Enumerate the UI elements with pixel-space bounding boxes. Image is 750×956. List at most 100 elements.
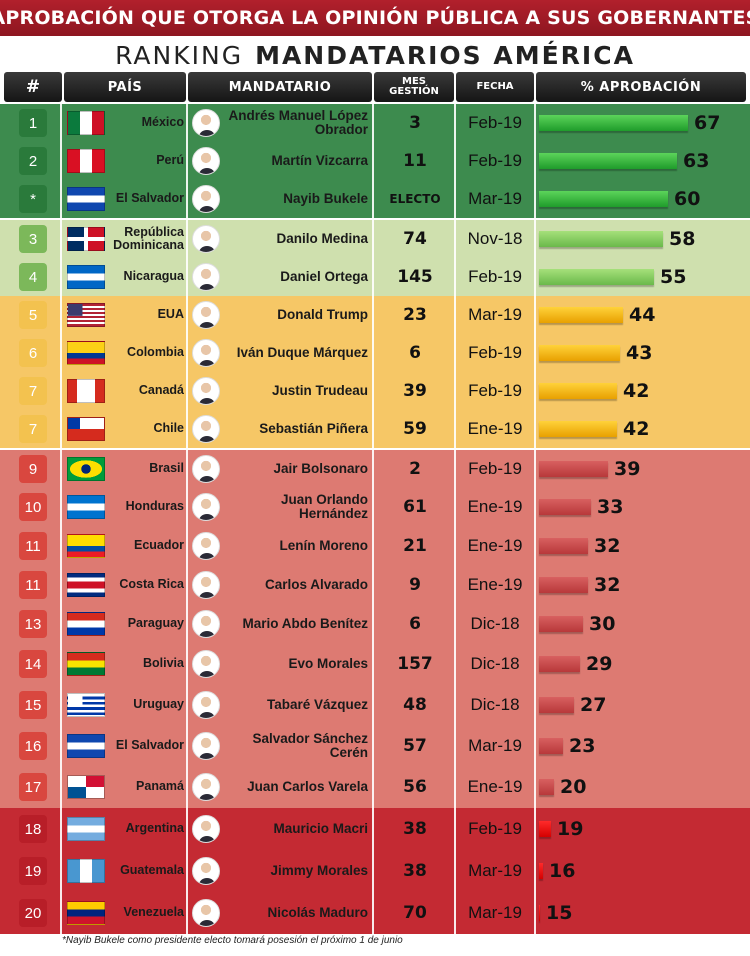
approval-bar — [539, 656, 580, 672]
leader-name: Jimmy Morales — [270, 862, 368, 878]
column-divider — [534, 296, 536, 334]
months-in-office: 48 — [403, 695, 427, 715]
country-name: Bolivia — [143, 656, 184, 671]
leader-name: Donald Trump — [277, 306, 368, 322]
column-divider — [60, 296, 62, 334]
survey-date: Dic-18 — [470, 614, 520, 633]
column-divider — [60, 104, 62, 142]
approval-value: 63 — [683, 150, 710, 172]
months-in-office: 6 — [409, 614, 421, 634]
column-divider — [454, 892, 456, 934]
approval-value: 39 — [614, 458, 641, 480]
approval-value: 16 — [549, 860, 576, 882]
column-divider — [186, 566, 188, 604]
leader-name: Juan Carlos Varela — [247, 778, 368, 794]
table-row: 10 Honduras Juan Orlando Hernández 61 Ene-19… — [0, 488, 750, 526]
leader-name: Andrés Manuel López Obrador — [228, 107, 368, 137]
column-divider — [186, 220, 188, 258]
column-divider — [534, 334, 536, 372]
column-divider — [454, 372, 456, 410]
column-divider — [372, 296, 374, 334]
leader-name: Mario Abdo Benítez — [242, 615, 368, 631]
approval-value: 15 — [546, 902, 573, 924]
country-name: Ecuador — [133, 538, 184, 553]
column-divider — [372, 766, 374, 808]
approval-bar — [539, 461, 608, 477]
table-row: 7 Chile Sebastián Piñera 59 Ene-19 42 — [0, 410, 750, 448]
column-divider — [534, 104, 536, 142]
column-divider — [454, 566, 456, 604]
column-divider — [372, 644, 374, 684]
leader-name: Tabaré Vázquez — [266, 696, 368, 712]
header-date: FECHA — [456, 72, 534, 102]
column-divider — [534, 142, 536, 180]
column-divider — [534, 644, 536, 684]
months-in-office: 2 — [409, 459, 421, 479]
leader-portrait-icon — [192, 815, 220, 843]
survey-date: Mar-19 — [468, 736, 522, 755]
country-name: EUA — [157, 307, 184, 322]
costa-rica-flag-icon — [67, 573, 105, 597]
table-header: # PAÍS MANDATARIO MES GESTIÓN FECHA % AP… — [0, 72, 750, 104]
column-divider — [454, 296, 456, 334]
months-in-office: 57 — [403, 736, 427, 756]
rank-badge: 17 — [19, 773, 47, 801]
approval-bar — [539, 616, 583, 632]
leader-portrait-icon — [192, 493, 220, 521]
paraguay-flag-icon — [67, 612, 105, 636]
column-divider — [186, 488, 188, 526]
survey-date: Ene-19 — [467, 419, 523, 438]
approval-value: 60 — [674, 188, 701, 210]
survey-date: Feb-19 — [468, 459, 522, 478]
leader-portrait-icon — [192, 455, 220, 483]
leader-portrait-icon — [192, 147, 220, 175]
months-in-office: 6 — [409, 343, 421, 363]
months-in-office: 157 — [397, 654, 433, 674]
leader-name: Juan Orlando Hernández — [280, 491, 368, 521]
column-divider — [454, 808, 456, 850]
table-row: 4 Nicaragua Daniel Ortega 145 Feb-19 55 — [0, 258, 750, 296]
column-divider — [60, 258, 62, 296]
survey-date: Dic-18 — [470, 654, 520, 673]
rank-badge: 7 — [19, 377, 47, 405]
approval-bar — [539, 538, 588, 554]
column-divider — [534, 726, 536, 766]
leader-portrait-icon — [192, 732, 220, 760]
column-divider — [534, 372, 536, 410]
column-divider — [186, 180, 188, 218]
column-divider — [186, 684, 188, 726]
months-in-office: 3 — [409, 113, 421, 133]
leader-portrait-icon — [192, 532, 220, 560]
rank-badge: 15 — [19, 691, 47, 719]
column-divider — [372, 180, 374, 218]
approval-bar — [539, 383, 617, 399]
column-divider — [454, 142, 456, 180]
header-rank: # — [4, 72, 62, 102]
header-country: PAÍS — [64, 72, 186, 102]
months-in-office: 56 — [403, 777, 427, 797]
column-divider — [186, 142, 188, 180]
rank-badge: 5 — [19, 301, 47, 329]
column-divider — [534, 808, 536, 850]
column-divider — [454, 766, 456, 808]
months-in-office: 39 — [403, 381, 427, 401]
leader-name: Justin Trudeau — [271, 382, 368, 398]
months-in-office: ELECTO — [389, 192, 441, 206]
usa-flag-icon — [67, 303, 105, 327]
column-divider — [60, 488, 62, 526]
leader-portrait-icon — [192, 610, 220, 638]
rank-badge: 9 — [19, 455, 47, 483]
approval-bar — [539, 153, 677, 169]
rank-badge: 20 — [19, 899, 47, 927]
rank-badge: 3 — [19, 225, 47, 253]
chile-flag-icon — [67, 417, 105, 441]
column-divider — [60, 850, 62, 892]
survey-date: Mar-19 — [468, 189, 522, 208]
column-divider — [454, 684, 456, 726]
leader-portrait-icon — [192, 415, 220, 443]
el-salvador-flag-icon — [67, 187, 105, 211]
el-salvador-flag-icon — [67, 734, 105, 758]
leader-portrait-icon — [192, 377, 220, 405]
column-divider — [60, 220, 62, 258]
header-leader: MANDATARIO — [188, 72, 372, 102]
